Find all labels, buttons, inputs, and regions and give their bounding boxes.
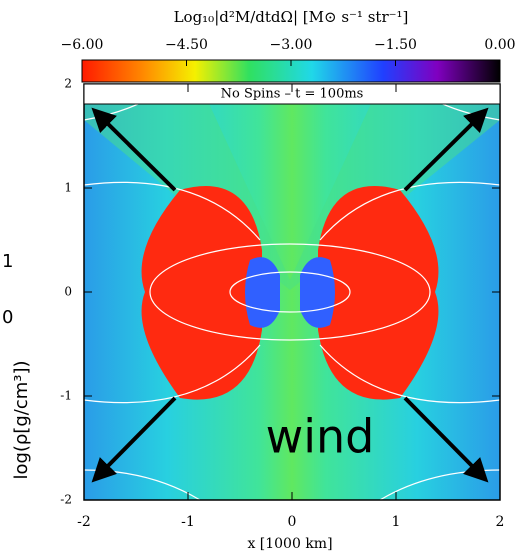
side-y-label: log(ρ[g/cm³]) xyxy=(11,360,32,479)
side-tick-label: 0 xyxy=(2,307,13,328)
colorbar-tick-label: −6.00 xyxy=(61,37,104,53)
x-tick-label: 1 xyxy=(392,514,401,530)
y-tick-label: 0 xyxy=(64,285,72,299)
red-lobe-left xyxy=(141,186,262,400)
colorbar-tick-label: −3.00 xyxy=(270,37,313,53)
x-tick-label: 2 xyxy=(496,514,505,530)
field-jet xyxy=(84,84,500,290)
y-tick-label: -2 xyxy=(60,493,72,507)
x-tick-label: -2 xyxy=(77,514,91,530)
colorbar-tick-label: −1.50 xyxy=(374,37,417,53)
x-tick-label: -1 xyxy=(181,514,195,530)
colorbar-tick-label: −4.50 xyxy=(165,37,208,53)
y-tick-label: -1 xyxy=(60,389,72,403)
y-tick-label: 2 xyxy=(64,77,72,91)
colorbar-label: Log₁₀|d²M/dtdΩ| [M⊙ s⁻¹ str⁻¹] xyxy=(174,8,409,26)
x-tick-label: 0 xyxy=(288,514,297,530)
colorbar-tick-label: 0.00 xyxy=(484,37,515,53)
contours xyxy=(83,83,501,501)
wind-arrows xyxy=(91,107,489,483)
panel-label: No Spins – t = 100ms xyxy=(221,87,364,102)
annotation: wind xyxy=(266,410,375,464)
red-lobe-right xyxy=(318,186,439,400)
side-tick-label: 1 xyxy=(2,251,13,272)
x-axis-label: x [1000 km] xyxy=(247,536,332,552)
y-tick-label: 1 xyxy=(64,181,72,195)
